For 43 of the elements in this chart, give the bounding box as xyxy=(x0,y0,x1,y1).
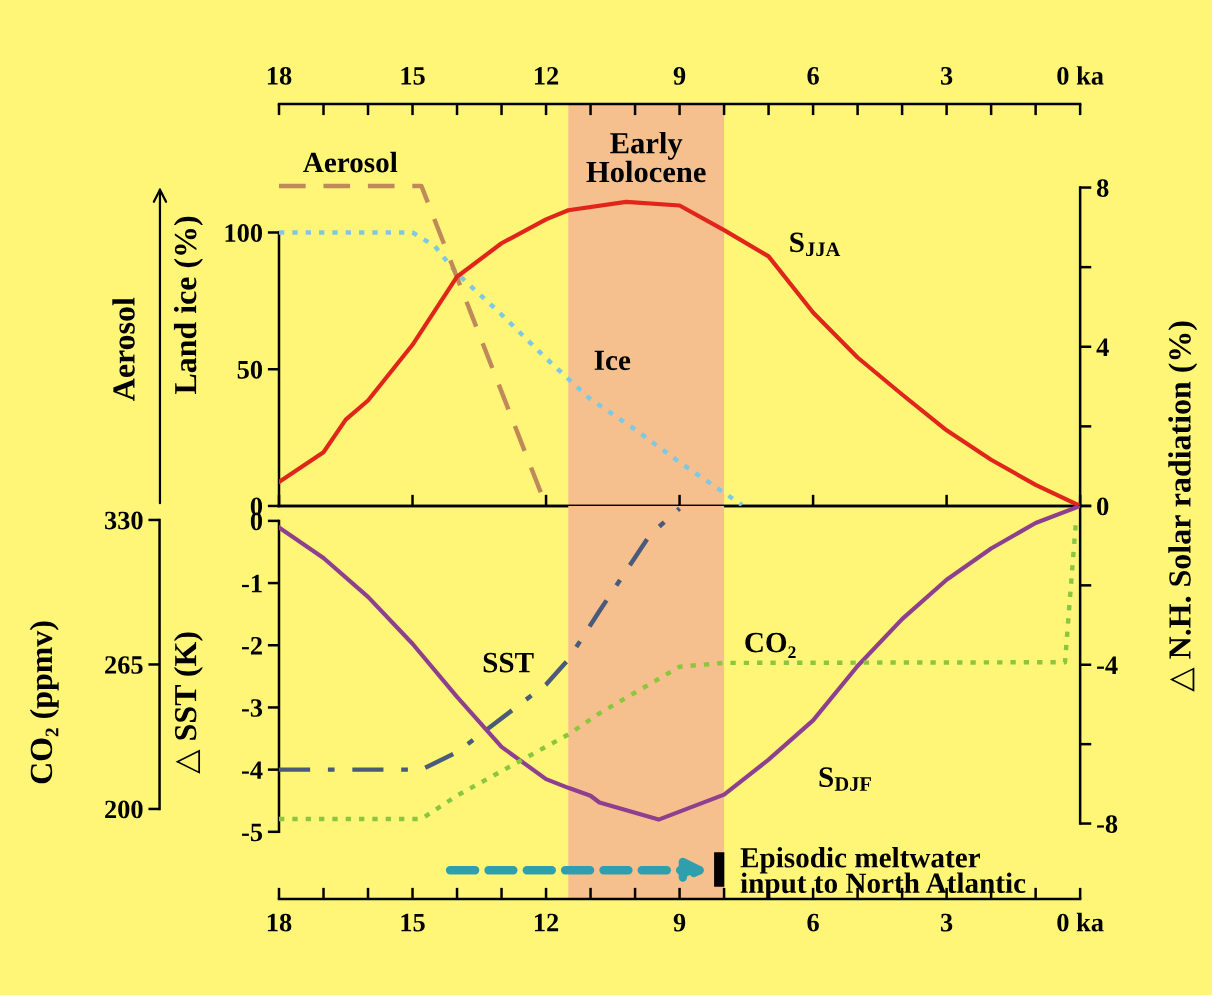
x-tick-label: 0 ka xyxy=(1057,912,1104,932)
y2-axis-title: △ N.H. Solar radiation (%) xyxy=(1168,321,1198,692)
y-axis-title: △ SST (K) xyxy=(173,632,203,774)
x-tick-label: 6 xyxy=(807,66,819,85)
y2-tick-label: 4 xyxy=(1096,338,1109,356)
series-label: Ice xyxy=(594,350,631,371)
y2-tick-label: -4 xyxy=(1097,656,1118,674)
y2-tick-label: 0 xyxy=(1097,497,1109,516)
x-tick-label: 3 xyxy=(941,913,953,932)
y-tick-label: -3 xyxy=(242,699,263,717)
y-tick-label: 50 xyxy=(237,360,263,379)
band-label: Early Holocene xyxy=(586,131,706,183)
x-tick-label: 9 xyxy=(673,913,686,932)
x-tick-label: 6 xyxy=(807,913,819,932)
x-tick-label: 12 xyxy=(534,66,559,85)
x-tick-label: 15 xyxy=(401,913,425,932)
x-tick-label: 3 xyxy=(941,66,953,85)
x-tick-label: 15 xyxy=(401,67,425,85)
x-tick-label: 18 xyxy=(267,913,292,932)
series-label: SST xyxy=(483,652,534,673)
y3-axis-title: CO₂ (ppmv) xyxy=(29,621,59,784)
series-label: S$_{JJA}$ xyxy=(790,232,841,257)
y-tick-label: 100 xyxy=(225,224,263,242)
x-tick-label: 9 xyxy=(673,66,686,85)
annotation: Episodic meltwater input to North Atlantic xyxy=(740,847,1026,899)
y-tick-label: -4 xyxy=(242,761,263,779)
y-axis-title: Land ice (%) xyxy=(173,216,203,395)
x-tick-label: 18 xyxy=(267,66,292,85)
y-tick-label: -2 xyxy=(242,636,262,655)
y-tick-label: -5 xyxy=(242,823,263,842)
y3-tick-label: 330 xyxy=(105,511,143,530)
y2-tick-label: -8 xyxy=(1097,815,1118,833)
y3-tick-label: 200 xyxy=(105,800,143,819)
y3-tick-label: 265 xyxy=(105,656,143,674)
line-series xyxy=(279,506,682,772)
y2-tick-label: 8 xyxy=(1096,179,1109,197)
y-tick-label: -1 xyxy=(242,574,262,593)
x-tick-label: 0 ka xyxy=(1057,66,1104,85)
series-label: Aerosol xyxy=(303,151,398,173)
series-label: CO₂ xyxy=(745,632,796,658)
y3-axis-title: Aerosol xyxy=(112,297,135,401)
series-label: S$_{DJF}$ xyxy=(819,767,871,791)
x-tick-label: 12 xyxy=(534,913,559,932)
